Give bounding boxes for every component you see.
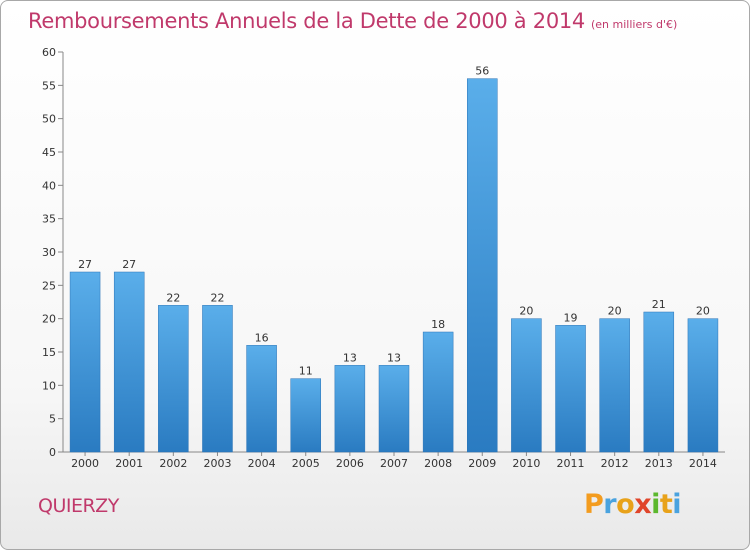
bar-2010 <box>511 318 542 453</box>
x-tick-label: 2013 <box>645 457 673 470</box>
x-tick-label: 2010 <box>512 457 540 470</box>
bar-2008 <box>422 331 454 453</box>
y-tick-label: 55 <box>42 79 56 92</box>
bar-value-label: 20 <box>519 305 533 318</box>
x-tick-label: 2004 <box>248 457 276 470</box>
y-tick-label: 15 <box>42 346 56 359</box>
unit-note: (en milliers d'€) <box>591 18 678 31</box>
bar-value-label: 27 <box>122 258 136 271</box>
bar-2004 <box>246 345 277 453</box>
bar-2014 <box>687 318 719 453</box>
bar-value-label: 16 <box>255 331 269 344</box>
bar-2000 <box>69 271 101 453</box>
x-tick-label: 2001 <box>115 457 143 470</box>
y-tick-label: 35 <box>42 213 56 226</box>
bar-value-label: 20 <box>696 305 710 318</box>
bar-value-label: 13 <box>387 351 401 364</box>
bar-value-label: 22 <box>166 291 180 304</box>
bar-2013 <box>643 311 675 453</box>
bar-value-label: 18 <box>431 318 445 331</box>
logo-letter-5: t <box>659 489 673 520</box>
bar-2003 <box>202 305 233 453</box>
y-tick-label: 60 <box>42 46 56 59</box>
logo-letter-4: i <box>651 489 660 520</box>
x-tick-label: 2006 <box>336 457 364 470</box>
y-tick-label: 5 <box>49 413 56 426</box>
bar-2005 <box>290 378 321 453</box>
proxiti-logo[interactable]: Proxiti <box>584 489 682 520</box>
bar-2006 <box>334 365 366 453</box>
y-tick-label: 30 <box>42 246 56 259</box>
y-tick-label: 45 <box>42 146 56 159</box>
y-tick-label: 25 <box>42 279 56 292</box>
bar-value-label: 22 <box>210 291 224 304</box>
x-tick-label: 2000 <box>71 457 99 470</box>
chart-title: Remboursements Annuels de la Dette de 20… <box>28 9 677 33</box>
logo-letter-6: i <box>672 489 682 520</box>
bar-2011 <box>555 325 586 453</box>
x-tick-label: 2008 <box>424 457 452 470</box>
bar-value-label: 56 <box>475 65 489 78</box>
x-tick-label: 2011 <box>557 457 585 470</box>
bar-value-label: 21 <box>652 298 666 311</box>
bar-2007 <box>378 365 410 453</box>
x-tick-label: 2012 <box>601 457 629 470</box>
x-tick-label: 2005 <box>292 457 320 470</box>
chart-title-text: Remboursements Annuels de la Dette de 20… <box>28 9 585 33</box>
bar-2002 <box>158 305 189 453</box>
bar-value-label: 13 <box>343 351 357 364</box>
bar-value-label: 11 <box>299 365 313 378</box>
y-tick-label: 20 <box>42 313 56 326</box>
bar-2012 <box>599 318 630 453</box>
bar-value-label: 27 <box>78 258 92 271</box>
x-tick-label: 2003 <box>203 457 231 470</box>
commune-name: QUIERZY <box>38 495 119 517</box>
x-tick-label: 2007 <box>380 457 408 470</box>
x-tick-label: 2009 <box>468 457 496 470</box>
logo-letter-3: x <box>634 489 652 520</box>
y-tick-label: 0 <box>49 446 56 459</box>
bar-value-label: 20 <box>608 305 622 318</box>
y-tick-label: 40 <box>42 179 56 192</box>
logo-letter-1: r <box>603 489 617 520</box>
y-tick-label: 50 <box>42 113 56 126</box>
bar-value-label: 19 <box>564 311 578 324</box>
logo-letter-0: P <box>584 489 604 520</box>
bar-2009 <box>467 78 498 453</box>
x-tick-label: 2002 <box>159 457 187 470</box>
logo-letter-2: o <box>616 489 635 520</box>
bar-2001 <box>113 271 145 453</box>
y-tick-label: 10 <box>42 379 56 392</box>
x-tick-label: 2014 <box>689 457 717 470</box>
